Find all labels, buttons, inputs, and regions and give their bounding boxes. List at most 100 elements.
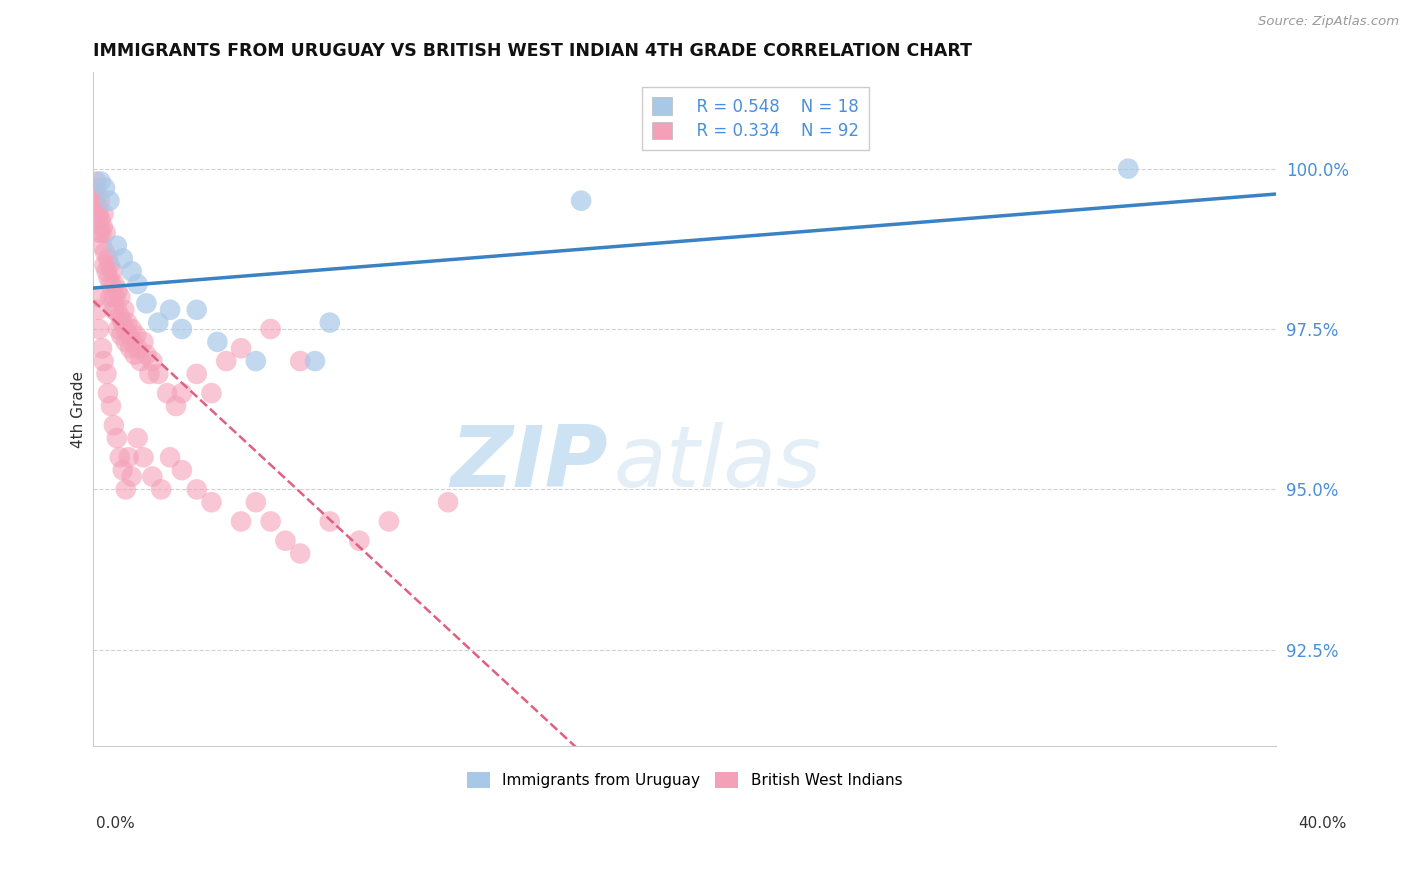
Point <box>84 290 107 304</box>
Point <box>97 386 120 401</box>
Point <box>107 322 129 336</box>
Point <box>1116 161 1139 176</box>
Point <box>304 354 326 368</box>
Point <box>114 322 136 336</box>
Point <box>186 302 208 317</box>
Point <box>105 431 128 445</box>
Point <box>215 354 238 368</box>
Text: atlas: atlas <box>613 422 821 505</box>
Point <box>129 354 152 368</box>
Point <box>125 328 148 343</box>
Point <box>170 463 193 477</box>
Point <box>87 226 110 240</box>
Point <box>83 194 105 208</box>
Point <box>115 316 138 330</box>
Point <box>112 302 135 317</box>
Point <box>93 206 115 220</box>
Point <box>186 483 208 497</box>
Point <box>138 367 160 381</box>
Point <box>101 264 124 278</box>
Point <box>150 483 173 497</box>
Point <box>91 238 114 252</box>
Point <box>97 252 120 266</box>
Point <box>93 354 115 368</box>
Point <box>104 290 127 304</box>
Point <box>121 469 143 483</box>
Point <box>148 316 170 330</box>
Point <box>94 245 117 260</box>
Point <box>86 302 108 317</box>
Point <box>90 226 112 240</box>
Point <box>118 450 141 465</box>
Point <box>96 264 118 278</box>
Point <box>437 495 460 509</box>
Point <box>100 399 122 413</box>
Point <box>94 226 117 240</box>
Point <box>110 290 132 304</box>
Point <box>90 213 112 227</box>
Point <box>111 463 134 477</box>
Point <box>105 238 128 252</box>
Point <box>229 341 252 355</box>
Point <box>569 194 592 208</box>
Point <box>107 284 129 298</box>
Point <box>91 219 114 234</box>
Text: ZIP: ZIP <box>450 422 607 505</box>
Point <box>98 194 121 208</box>
Point <box>98 258 121 272</box>
Point <box>84 181 107 195</box>
Point <box>127 431 149 445</box>
Point <box>207 334 229 349</box>
Point <box>290 547 312 561</box>
Point <box>135 348 157 362</box>
Point <box>110 328 132 343</box>
Point <box>165 399 187 413</box>
Point <box>105 302 128 317</box>
Point <box>96 367 118 381</box>
Y-axis label: 4th Grade: 4th Grade <box>72 371 86 448</box>
Point <box>111 316 134 330</box>
Point <box>349 533 371 548</box>
Text: Source: ZipAtlas.com: Source: ZipAtlas.com <box>1258 15 1399 28</box>
Point <box>245 354 267 368</box>
Point <box>93 258 115 272</box>
Point <box>103 302 125 317</box>
Point <box>86 187 108 202</box>
Point <box>200 495 222 509</box>
Point <box>319 515 342 529</box>
Point <box>97 270 120 285</box>
Point <box>118 328 141 343</box>
Point <box>94 181 117 195</box>
Point <box>132 334 155 349</box>
Point <box>127 341 149 355</box>
Point <box>170 386 193 401</box>
Point <box>86 200 108 214</box>
Point <box>127 277 149 292</box>
Text: 0.0%: 0.0% <box>96 816 135 830</box>
Point <box>132 450 155 465</box>
Point <box>103 277 125 292</box>
Text: IMMIGRANTS FROM URUGUAY VS BRITISH WEST INDIAN 4TH GRADE CORRELATION CHART: IMMIGRANTS FROM URUGUAY VS BRITISH WEST … <box>93 42 972 60</box>
Point <box>159 302 181 317</box>
Point <box>114 334 136 349</box>
Point <box>259 322 281 336</box>
Point <box>89 194 111 208</box>
Point <box>120 341 142 355</box>
Legend: Immigrants from Uruguay, British West Indians: Immigrants from Uruguay, British West In… <box>460 764 910 796</box>
Point <box>111 252 134 266</box>
Point <box>186 367 208 381</box>
Point <box>259 515 281 529</box>
Point <box>103 418 125 433</box>
Point <box>170 322 193 336</box>
Point <box>121 264 143 278</box>
Text: 40.0%: 40.0% <box>1299 816 1347 830</box>
Point <box>378 515 401 529</box>
Point <box>229 515 252 529</box>
Point <box>84 174 107 188</box>
Point <box>108 450 131 465</box>
Point <box>274 533 297 548</box>
Point <box>87 206 110 220</box>
Point <box>148 367 170 381</box>
Point <box>122 334 145 349</box>
Point <box>87 322 110 336</box>
